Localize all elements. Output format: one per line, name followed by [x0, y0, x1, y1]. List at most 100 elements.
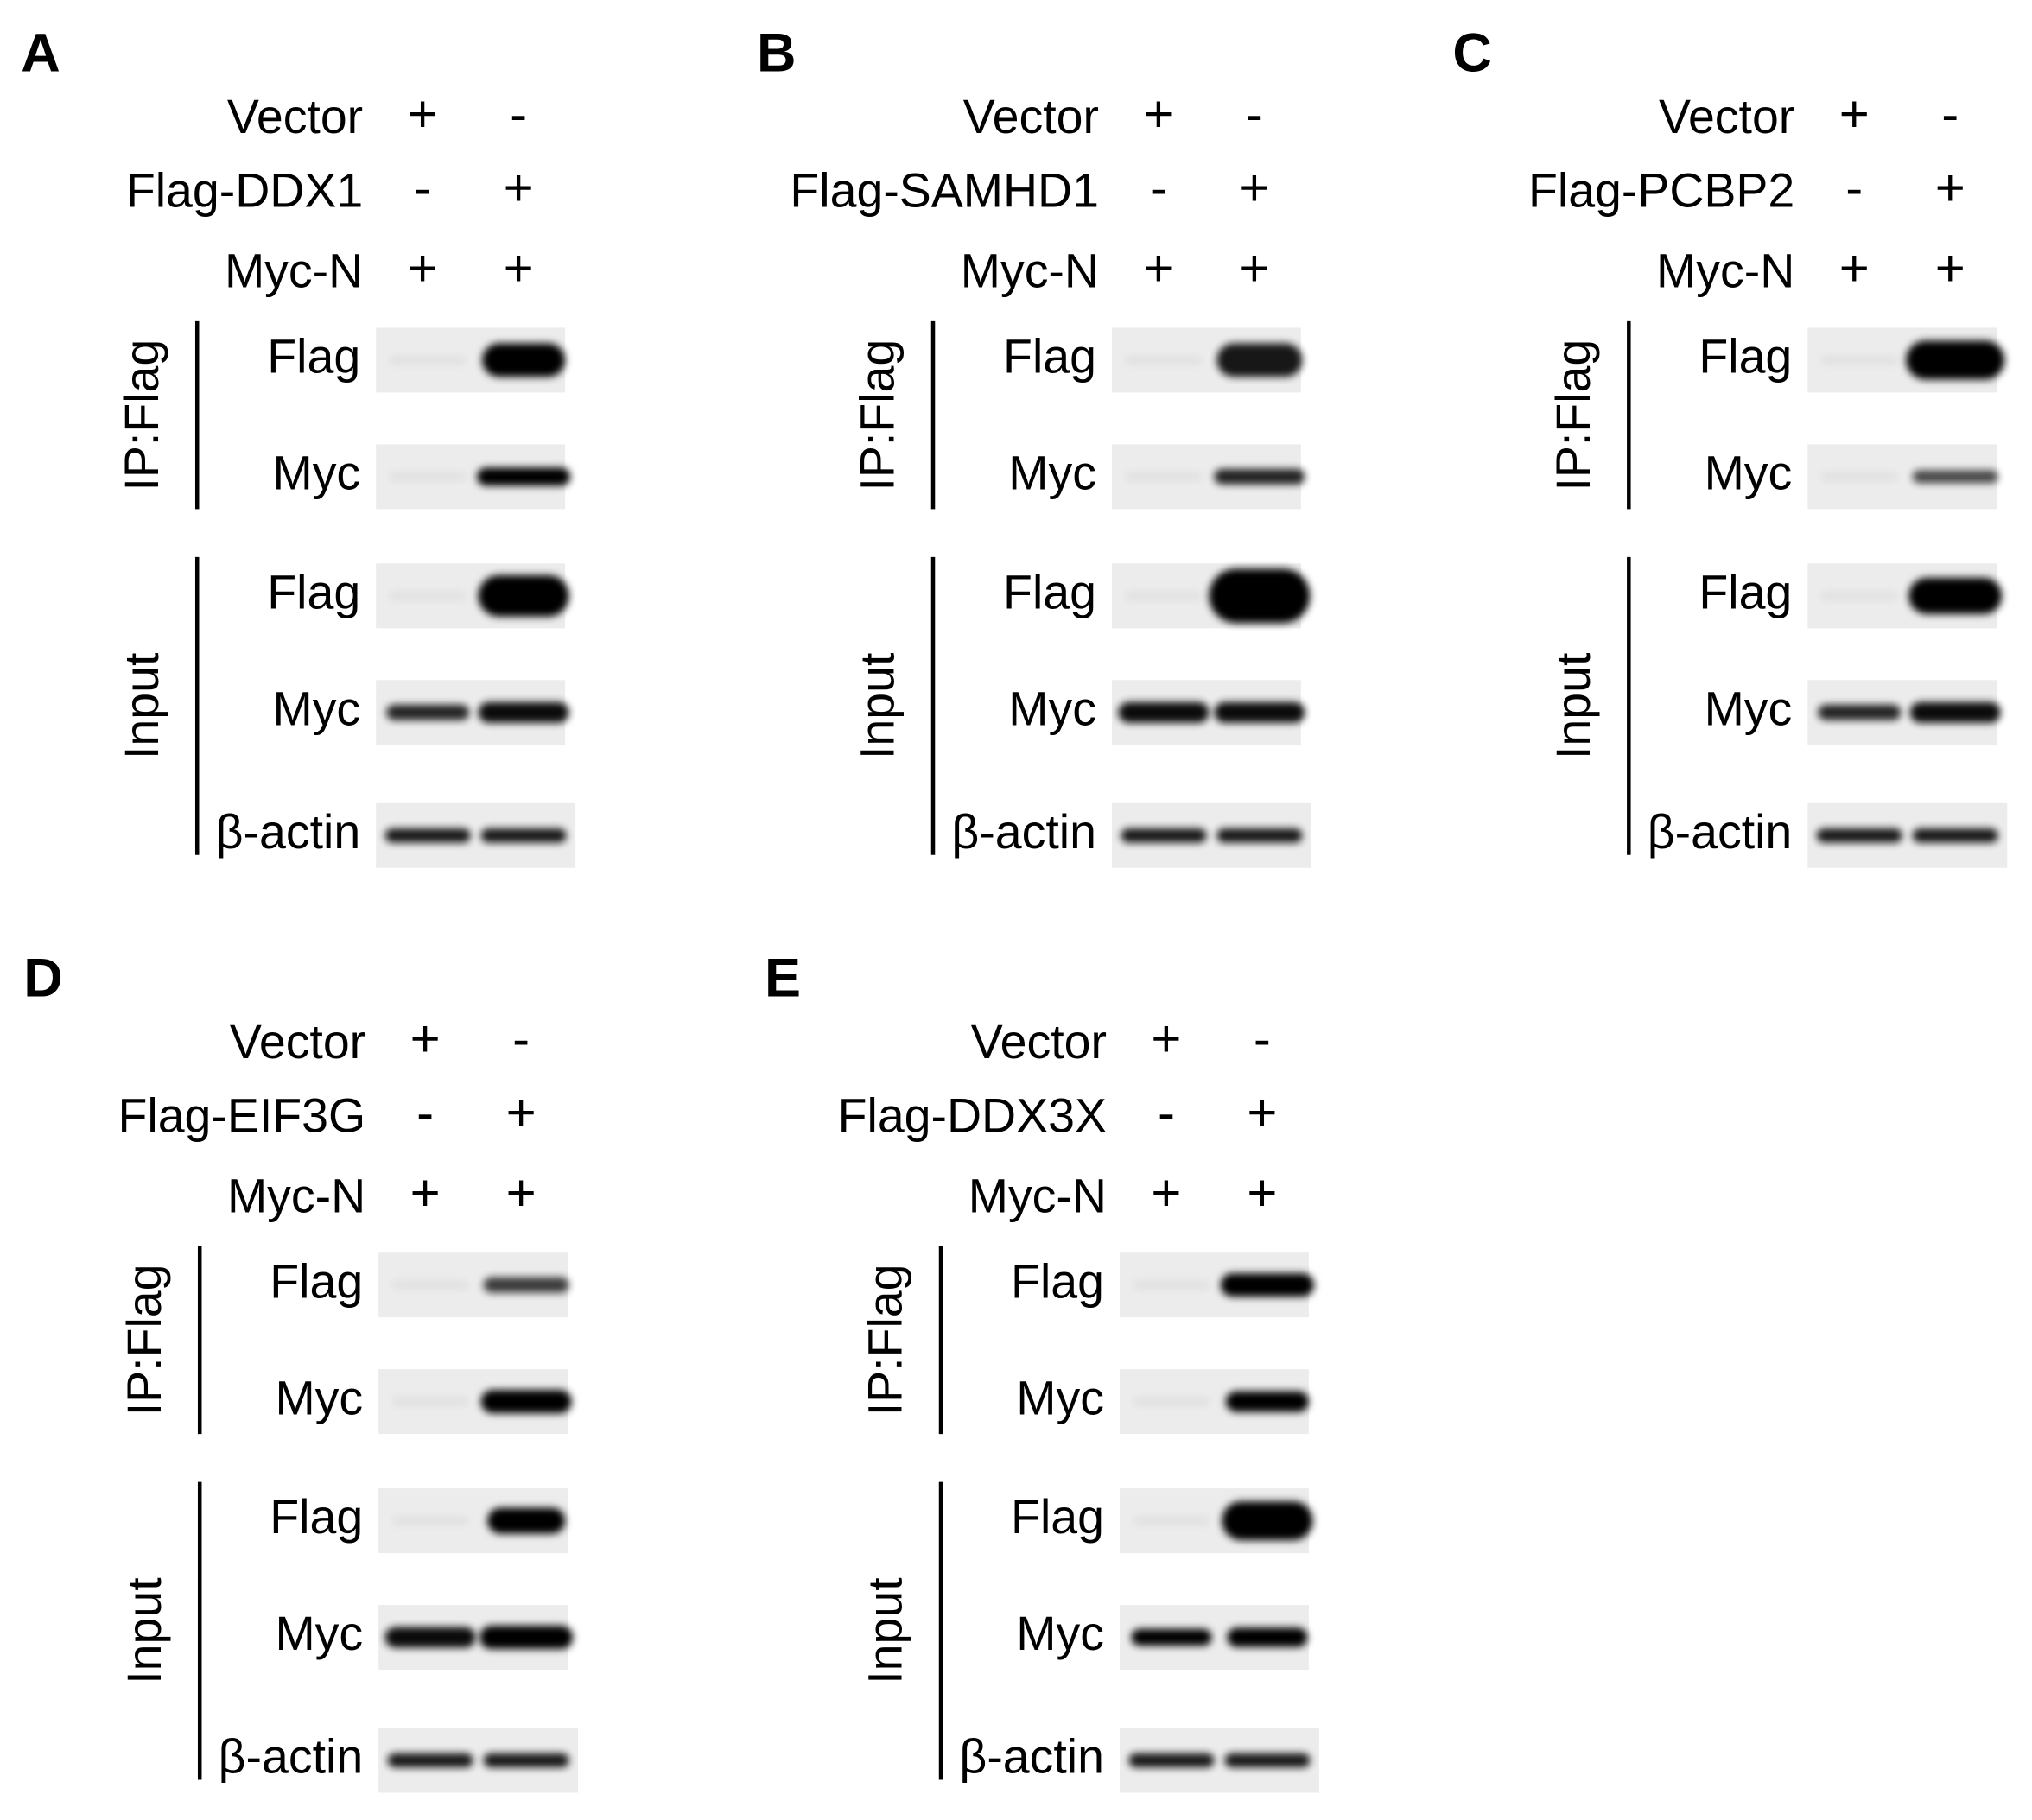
condition-label: Flag-PCBP2	[1528, 164, 1794, 218]
band	[479, 1626, 574, 1650]
lane-sign: +	[1151, 1164, 1181, 1222]
band	[1820, 590, 1899, 601]
band	[1214, 701, 1305, 723]
band	[483, 1277, 569, 1293]
band	[1820, 354, 1899, 365]
group-label: IP:Flag	[851, 339, 905, 491]
lane-sign: +	[1143, 239, 1173, 297]
lane-sign: -	[416, 1084, 434, 1142]
blot-label: Myc	[272, 447, 360, 500]
condition-label: Myc-N	[1656, 244, 1794, 298]
condition-label: Flag-SAMHD1	[790, 164, 1099, 218]
blot-label: Myc	[1008, 447, 1096, 500]
blot-label: Myc	[1705, 447, 1793, 500]
blot-label: Myc	[272, 682, 360, 735]
lane-sign: +	[410, 1164, 441, 1222]
band	[1124, 471, 1203, 482]
band	[1227, 1627, 1308, 1647]
band	[478, 701, 569, 723]
band	[1222, 1501, 1313, 1541]
condition-label: Myc-N	[961, 244, 1099, 298]
band	[391, 1515, 470, 1526]
lane-sign: +	[408, 239, 438, 297]
group-label: IP:Flag	[1546, 339, 1600, 491]
band	[1912, 828, 1998, 843]
group-label: IP:Flag	[115, 339, 168, 491]
lane-sign: -	[1150, 159, 1167, 217]
group-label: Input	[117, 1577, 171, 1684]
band	[477, 467, 571, 486]
lane-sign: +	[1839, 239, 1870, 297]
band	[389, 471, 467, 482]
band	[391, 1279, 470, 1290]
lane-sign: +	[1247, 1084, 1277, 1142]
band	[1132, 1396, 1210, 1407]
lane-sign: +	[1239, 159, 1269, 217]
lane-sign: +	[504, 159, 534, 217]
blot-label: β-actin	[216, 805, 361, 859]
condition-label: Vector	[230, 1015, 365, 1069]
blot-label: β-actin	[1648, 805, 1793, 859]
band	[1214, 468, 1305, 485]
band	[1816, 828, 1902, 843]
blot-label: Flag	[267, 330, 360, 384]
band	[1124, 590, 1203, 601]
condition-label: Flag-DDX3X	[838, 1088, 1107, 1142]
lane-sign: -	[414, 159, 431, 217]
lane-sign: +	[1839, 85, 1870, 143]
group-label: Input	[115, 653, 168, 759]
lane-sign: +	[1239, 239, 1269, 297]
band	[1912, 470, 1998, 484]
lane-sign: +	[1935, 159, 1965, 217]
lane-sign: -	[1254, 1010, 1271, 1068]
blot-label: β-actin	[959, 1730, 1104, 1784]
group-label: Input	[851, 653, 905, 759]
panel-letter: C	[1452, 23, 1491, 84]
group-label: IP:Flag	[117, 1265, 171, 1417]
lane-sign: +	[1935, 239, 1965, 297]
band	[1225, 1391, 1309, 1412]
band	[1908, 577, 2003, 614]
blot-label: Myc	[275, 1607, 363, 1660]
band	[391, 1396, 470, 1407]
band	[1220, 1273, 1314, 1297]
lane-sign: -	[1941, 85, 1959, 143]
blot-label: Myc	[1705, 682, 1793, 735]
blot-label: Flag	[270, 1490, 363, 1544]
lane-sign: +	[504, 239, 534, 297]
blot-label: Myc	[1016, 1371, 1104, 1424]
band	[480, 1390, 572, 1414]
blot-label: Flag	[267, 565, 360, 618]
band	[1132, 1279, 1210, 1290]
band	[482, 343, 566, 377]
group-label: Input	[1546, 653, 1600, 759]
band	[1909, 701, 2001, 723]
band	[387, 1753, 473, 1768]
band	[480, 828, 567, 843]
lane-sign: -	[1246, 85, 1263, 143]
condition-label: Flag-EIF3G	[118, 1088, 366, 1142]
band	[386, 704, 470, 720]
band	[483, 1753, 569, 1768]
condition-label: Vector	[971, 1015, 1107, 1069]
band	[1224, 1753, 1311, 1768]
lane-sign: -	[1845, 159, 1863, 217]
condition-label: Myc-N	[227, 1169, 365, 1222]
lane-sign: +	[1247, 1164, 1277, 1222]
blot-label: Flag	[1011, 1254, 1104, 1308]
condition-label: Vector	[227, 90, 363, 143]
group-label: Input	[859, 1577, 912, 1684]
band	[389, 354, 467, 365]
condition-label: Myc-N	[968, 1169, 1107, 1222]
band	[384, 828, 471, 843]
condition-label: Myc-N	[225, 244, 363, 298]
condition-label: Flag-DDX1	[126, 164, 363, 218]
condition-label: Vector	[1659, 90, 1794, 143]
lane-sign: -	[1158, 1084, 1175, 1142]
band	[1820, 471, 1899, 482]
